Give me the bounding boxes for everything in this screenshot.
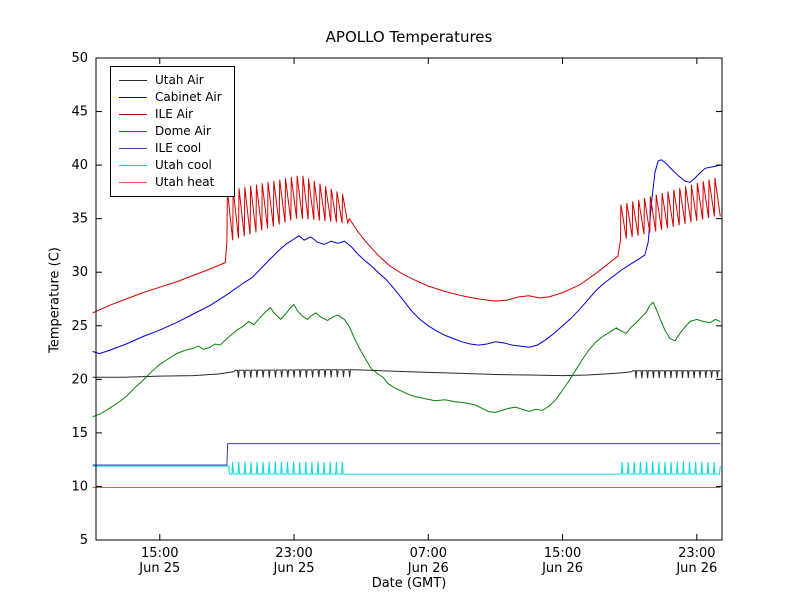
x-tick-date-label: Jun 25	[138, 561, 180, 576]
legend-label: Utah Air	[155, 73, 204, 87]
legend-label: ILE Air	[155, 107, 194, 121]
legend-item-ile-cool: ILE cool	[119, 140, 222, 157]
legend-line-swatch	[119, 80, 147, 81]
y-tick-label: 5	[80, 533, 88, 548]
legend: Utah Air Cabinet Air ILE Air Dome Air ILE co…	[110, 66, 235, 197]
legend-item-ile-air: ILE Air	[119, 106, 222, 123]
legend-label: Cabinet Air	[155, 90, 222, 104]
x-tick-time-label: 23:00	[678, 546, 715, 561]
y-axis-label: Temperature (C)	[47, 247, 63, 353]
x-tick-date-label: Jun 26	[541, 561, 583, 576]
x-tick-date-label: Jun 25	[273, 561, 315, 576]
x-tick-time-label: 23:00	[275, 546, 312, 561]
legend-item-cabinet-air: Cabinet Air	[119, 89, 222, 106]
y-tick-label: 40	[71, 158, 88, 173]
chart-title: APOLLO Temperatures	[325, 28, 493, 46]
x-tick-time-label: 15:00	[141, 546, 178, 561]
y-tick-label: 50	[71, 51, 88, 66]
legend-item-dome-air: Dome Air	[119, 123, 222, 140]
y-tick-label: 20	[71, 372, 88, 387]
legend-line-swatch	[119, 131, 147, 132]
series-line-cabinet-air	[92, 159, 721, 355]
legend-line-swatch	[119, 165, 147, 166]
legend-line-swatch	[119, 97, 147, 98]
legend-label: Utah cool	[155, 158, 212, 172]
x-tick-time-label: 15:00	[544, 546, 581, 561]
y-tick-label: 45	[71, 105, 88, 120]
legend-item-utah-air: Utah Air	[119, 72, 222, 89]
legend-line-swatch	[119, 148, 147, 149]
x-tick-time-label: 07:00	[410, 546, 447, 561]
legend-label: ILE cool	[155, 141, 202, 155]
legend-item-utah-cool: Utah cool	[119, 157, 222, 174]
y-tick-label: 25	[71, 319, 88, 334]
legend-label: Dome Air	[155, 124, 211, 138]
y-tick-label: 30	[71, 265, 88, 280]
x-tick-date-label: Jun 26	[407, 561, 449, 576]
x-axis-label: Date (GMT)	[371, 576, 447, 591]
y-tick-label: 10	[71, 479, 88, 494]
x-tick-date-label: Jun 26	[675, 561, 717, 576]
series-line-utah-cool	[92, 461, 721, 475]
series-line-ile-air	[92, 175, 721, 314]
legend-item-utah-heat: Utah heat	[119, 174, 222, 191]
series-line-ile-cool	[92, 443, 721, 466]
legend-line-swatch	[119, 182, 147, 183]
legend-label: Utah heat	[155, 175, 215, 189]
axes-frame	[95, 57, 723, 541]
series-line-dome-air	[92, 301, 721, 418]
y-tick-label: 15	[71, 426, 88, 441]
legend-line-swatch	[119, 114, 147, 115]
y-tick-label: 35	[71, 212, 88, 227]
series-line-utah-air	[92, 369, 721, 379]
